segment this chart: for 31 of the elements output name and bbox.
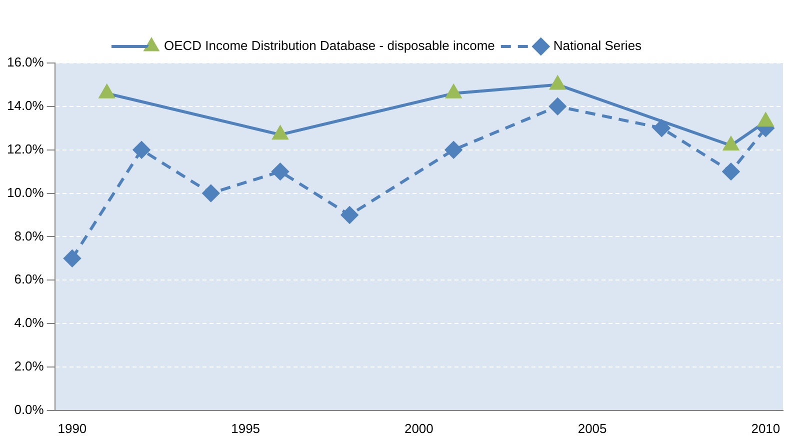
point — [202, 184, 220, 202]
y-tick-label: 14.0% — [6, 98, 44, 114]
point — [653, 120, 670, 137]
point — [445, 141, 462, 158]
x-tick-label: 2005 — [578, 420, 607, 436]
legend-label: OECD Income Distribution Database - disposable income — [164, 38, 495, 54]
y-tick-label: 16.0% — [6, 54, 44, 70]
y-tick-label: 4.0% — [14, 315, 44, 330]
point — [758, 113, 774, 127]
y-tick-label: 10.0% — [6, 184, 44, 200]
point — [550, 76, 566, 90]
point — [99, 84, 114, 98]
y-tick-label: 6.0% — [14, 272, 44, 287]
point — [549, 98, 566, 115]
x-tick-label: 1995 — [231, 420, 260, 436]
y-tick-label: 0.0% — [14, 402, 44, 417]
x-tick-label: 2010 — [751, 420, 780, 436]
y-tick-label: 8.0% — [14, 228, 44, 244]
point — [446, 84, 462, 98]
y-tick-label: 12.0% — [6, 141, 44, 156]
point — [272, 163, 289, 180]
point — [723, 137, 739, 151]
point — [272, 126, 288, 140]
point — [64, 250, 81, 267]
legend-label: National Series — [553, 38, 642, 54]
x-tick-label: 2000 — [404, 420, 434, 436]
x-tick-label: 1990 — [58, 420, 87, 436]
point — [722, 163, 740, 180]
y-tick-label: 2.0% — [14, 358, 44, 374]
point — [341, 206, 358, 224]
point — [133, 141, 150, 158]
